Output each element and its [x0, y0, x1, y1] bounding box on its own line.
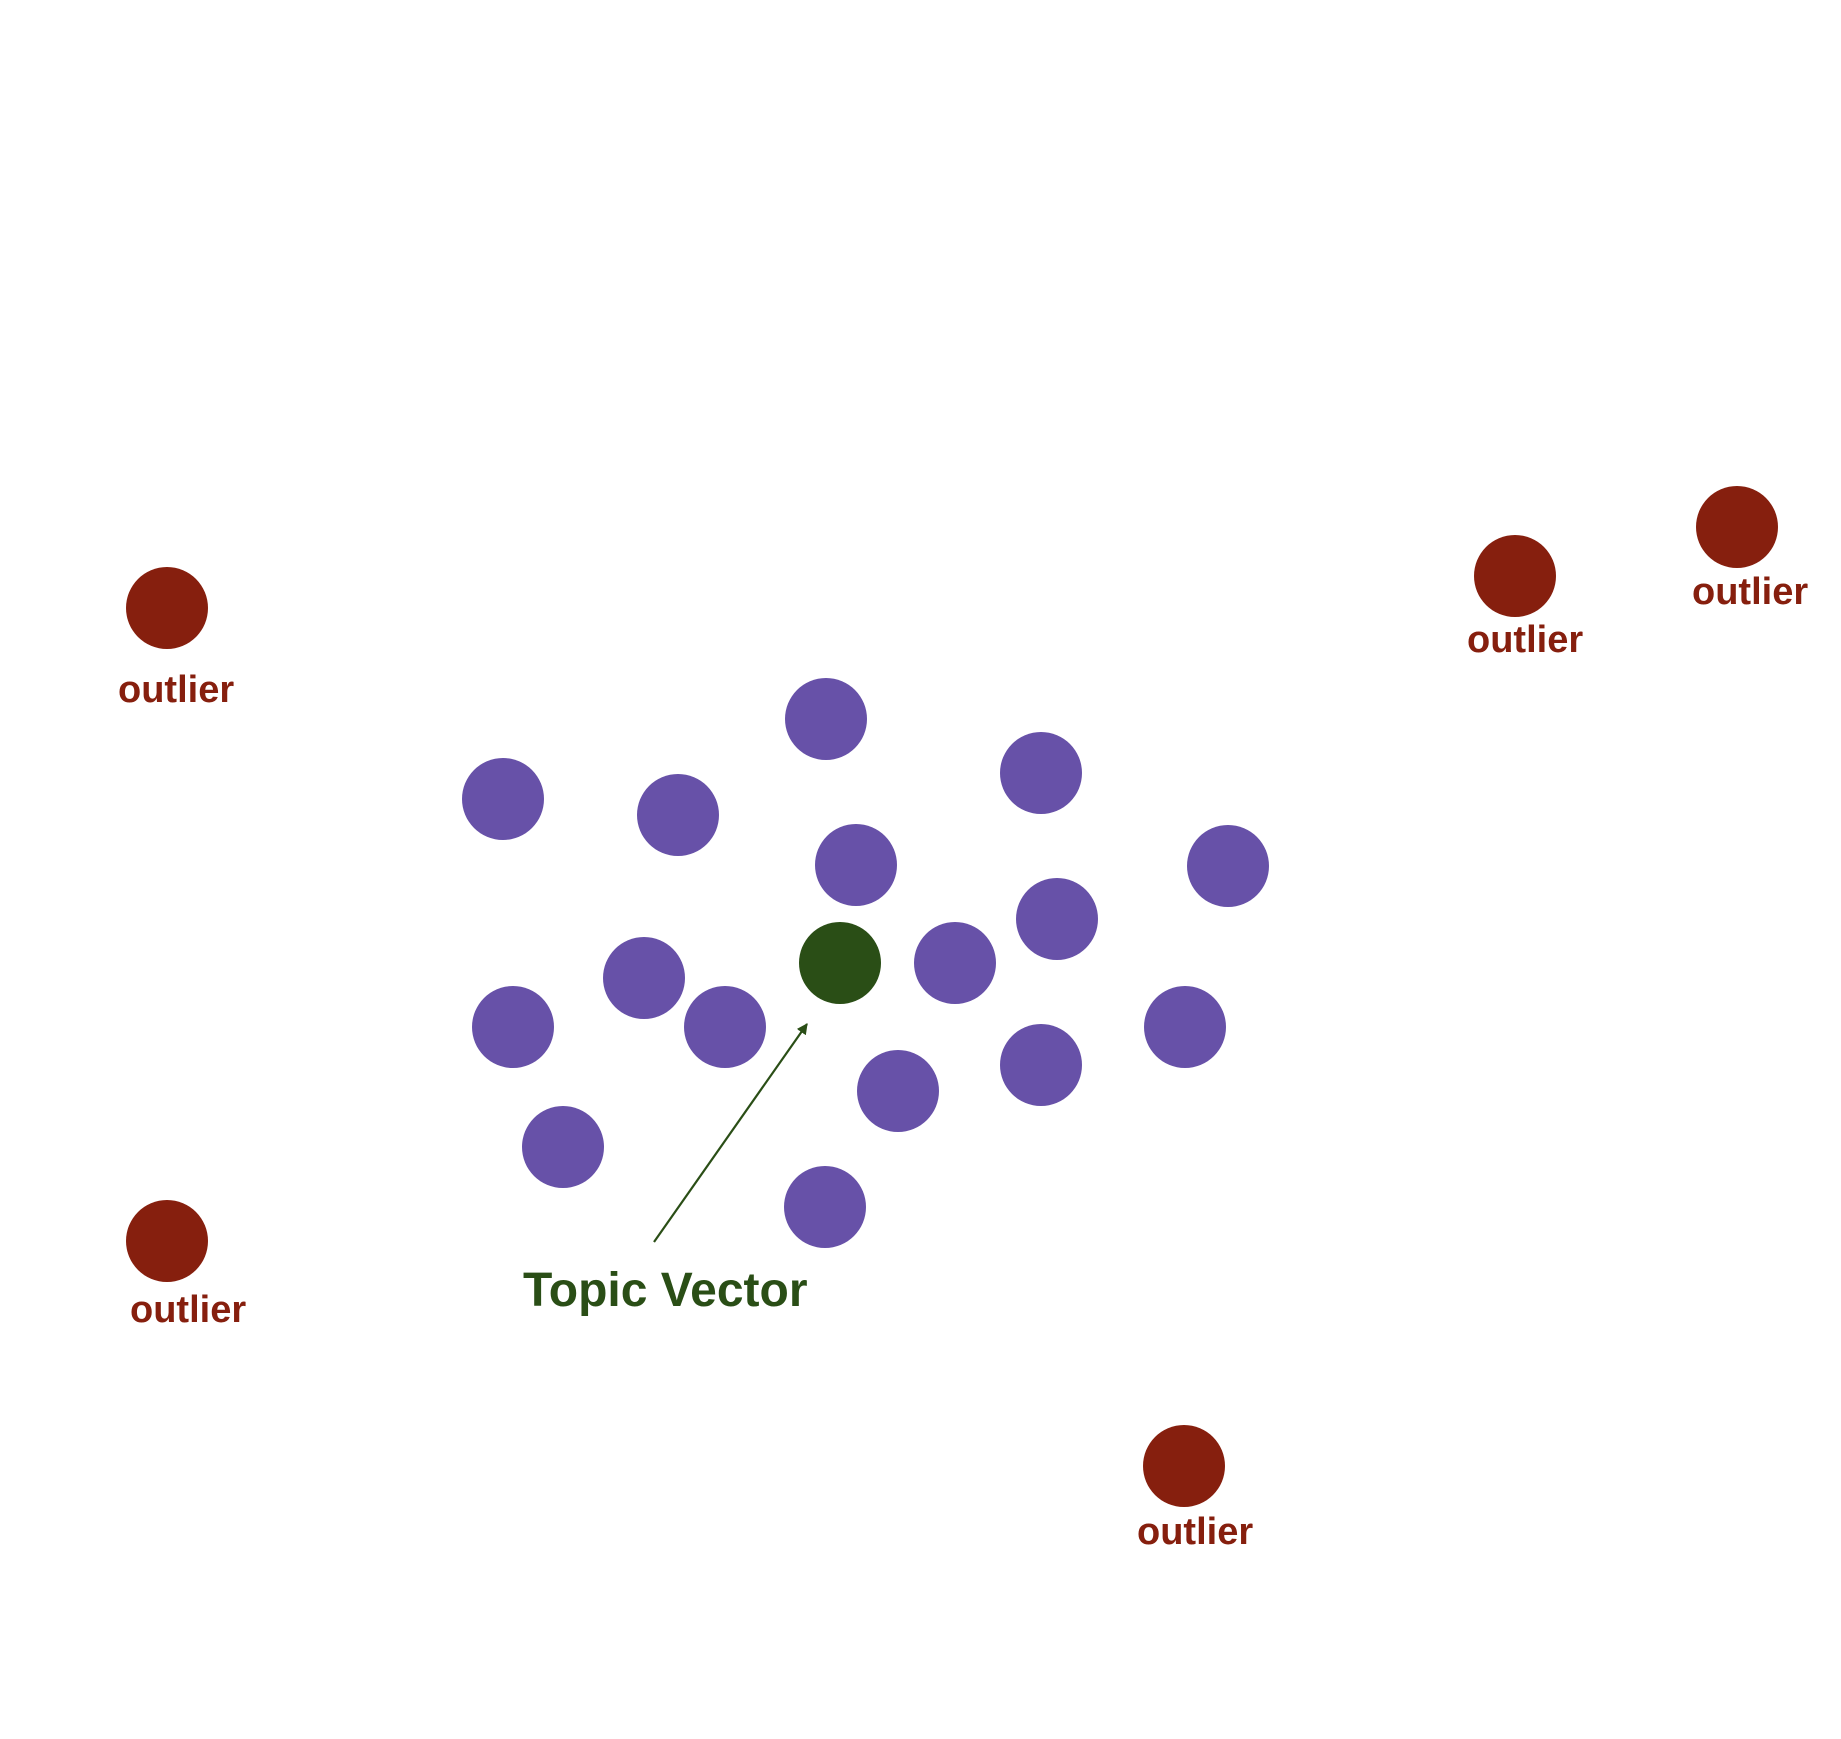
outlier-point	[1696, 486, 1778, 568]
cluster-point	[1000, 1024, 1082, 1106]
cluster-point	[1187, 825, 1269, 907]
outlier-label: outlier	[1467, 619, 1583, 661]
cluster-point	[637, 774, 719, 856]
cluster-point	[1016, 878, 1098, 960]
cluster-point	[1000, 732, 1082, 814]
outlier-label: outlier	[1692, 571, 1808, 613]
outlier-label: outlier	[1137, 1511, 1253, 1553]
cluster-point	[462, 758, 544, 840]
cluster-point	[603, 937, 685, 1019]
outlier-point	[126, 1200, 208, 1282]
outliers: outlier outlier outlier outlier outlier	[118, 486, 1808, 1553]
topic-vector-point	[799, 922, 881, 1004]
cluster-point	[784, 1166, 866, 1248]
cluster-points	[462, 678, 1269, 1248]
outlier-point	[1143, 1425, 1225, 1507]
cluster-point	[914, 922, 996, 1004]
cluster-point	[857, 1050, 939, 1132]
outlier-label: outlier	[130, 1289, 246, 1331]
cluster-point	[472, 986, 554, 1068]
topic-vector-label: Topic Vector	[523, 1264, 808, 1317]
topic-vector-arrow	[653, 1023, 808, 1243]
outlier-point	[126, 567, 208, 649]
cluster-point	[815, 824, 897, 906]
cluster-point	[522, 1106, 604, 1188]
cluster-point	[684, 986, 766, 1068]
outlier-point	[1474, 535, 1556, 617]
cluster-point	[785, 678, 867, 760]
cluster-point	[1144, 986, 1226, 1068]
outlier-label: outlier	[118, 669, 234, 711]
